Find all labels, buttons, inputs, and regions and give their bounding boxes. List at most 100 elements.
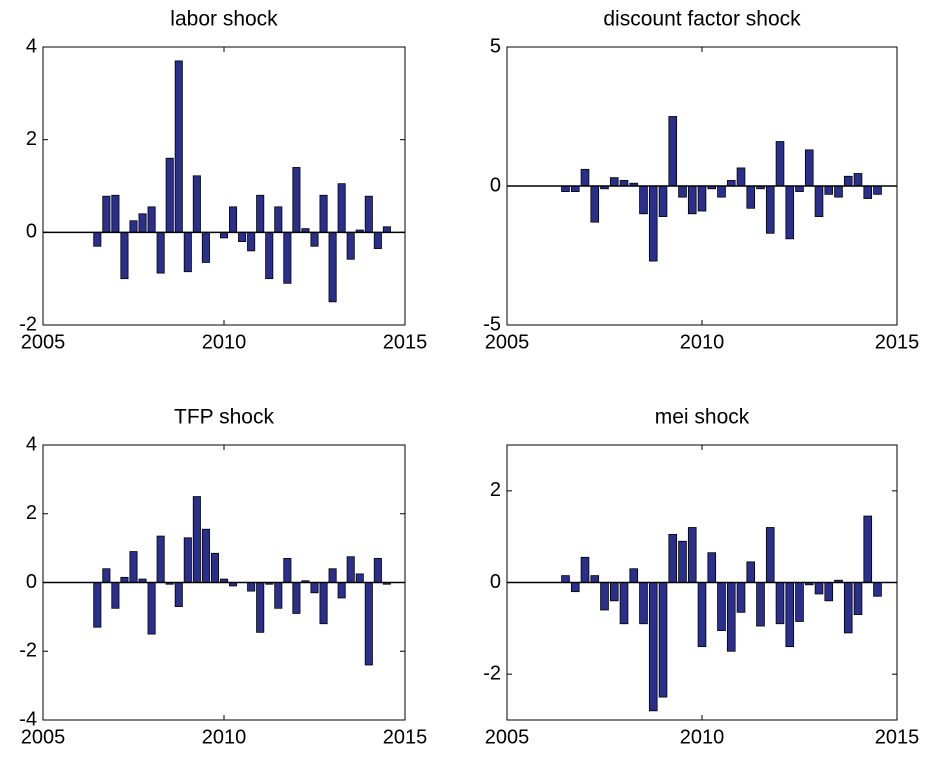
bar xyxy=(668,116,678,187)
bar xyxy=(337,183,346,233)
bar xyxy=(174,582,183,607)
bar xyxy=(853,582,863,615)
x-tick-label: 2015 xyxy=(383,726,428,748)
bar xyxy=(129,220,138,233)
bar xyxy=(283,558,292,583)
bar xyxy=(174,60,183,233)
bar xyxy=(873,582,882,597)
bar xyxy=(609,582,619,602)
bar xyxy=(853,173,863,187)
axes-frame xyxy=(42,46,406,326)
bar xyxy=(229,206,238,233)
bar xyxy=(580,168,590,187)
bar xyxy=(619,180,629,187)
bar xyxy=(382,226,391,233)
bar xyxy=(328,568,337,583)
bar xyxy=(736,582,746,613)
bar xyxy=(328,231,337,303)
plot-area xyxy=(43,47,405,325)
bar xyxy=(717,185,726,198)
y-tick-label: 4 xyxy=(26,35,37,57)
bar xyxy=(736,167,746,187)
x-tick-label: 2010 xyxy=(680,726,725,748)
bar xyxy=(319,194,328,233)
x-tick-label: 2010 xyxy=(680,331,725,353)
bar xyxy=(717,582,726,632)
axes-frame xyxy=(506,46,898,326)
bar xyxy=(863,515,873,583)
bar xyxy=(795,185,804,192)
y-tick-label: 5 xyxy=(490,35,501,57)
bar xyxy=(804,149,814,187)
axes-frame xyxy=(506,444,898,721)
bar xyxy=(192,496,201,583)
bar xyxy=(274,206,283,233)
y-tick-label: 0 xyxy=(26,571,37,593)
bar xyxy=(629,568,639,583)
x-tick-label: 2005 xyxy=(21,726,66,748)
bar xyxy=(785,582,795,648)
bar xyxy=(120,231,129,280)
y-tick-label: 0 xyxy=(26,221,37,243)
bar xyxy=(746,185,756,209)
bar xyxy=(648,185,658,262)
bar xyxy=(292,167,301,233)
bar xyxy=(120,576,129,583)
bar xyxy=(373,231,382,249)
y-tick-label: 2 xyxy=(26,502,37,524)
y-tick-label: -2 xyxy=(483,662,501,684)
bar xyxy=(590,185,600,223)
bar xyxy=(570,582,580,593)
bar xyxy=(765,527,775,583)
bar xyxy=(310,582,319,594)
bar xyxy=(814,185,824,217)
bar xyxy=(580,556,590,583)
bar xyxy=(102,568,111,583)
bar xyxy=(102,195,111,233)
bar xyxy=(843,175,853,187)
bar xyxy=(561,185,570,192)
bar xyxy=(863,185,873,199)
bar xyxy=(364,582,373,666)
bar xyxy=(283,231,292,284)
x-tick-label: 2010 xyxy=(202,331,247,353)
bar xyxy=(600,582,609,611)
bar xyxy=(726,582,736,652)
bar xyxy=(697,185,707,212)
bar xyxy=(156,231,165,274)
bar xyxy=(658,582,668,698)
bar xyxy=(814,582,824,595)
bar xyxy=(648,582,658,712)
bar xyxy=(658,185,668,217)
bar xyxy=(834,185,843,198)
bar xyxy=(256,194,265,233)
bar xyxy=(619,582,629,625)
y-tick-label: -2 xyxy=(19,640,37,662)
bar xyxy=(183,537,192,583)
bar xyxy=(346,556,355,583)
x-tick-label: 2005 xyxy=(21,331,66,353)
bar xyxy=(210,552,219,583)
x-tick-label: 2005 xyxy=(485,331,530,353)
bar xyxy=(697,582,707,648)
bar xyxy=(726,180,736,187)
bar xyxy=(873,185,882,195)
bar xyxy=(355,573,364,583)
bar xyxy=(111,582,120,609)
chart-title: TFP shock xyxy=(174,406,274,429)
y-tick-label: -2 xyxy=(19,313,37,335)
y-tick-label: 4 xyxy=(26,433,37,455)
bar xyxy=(310,231,319,247)
bar xyxy=(265,231,274,280)
bar xyxy=(346,231,355,260)
y-tick-label: 0 xyxy=(490,571,501,593)
bar xyxy=(756,582,765,627)
chart-title: labor shock xyxy=(170,8,278,31)
chart-title: mei shock xyxy=(655,406,750,429)
bar xyxy=(785,185,795,240)
bar xyxy=(843,582,853,634)
bar xyxy=(570,185,580,192)
bar xyxy=(639,582,648,625)
bar xyxy=(765,185,775,234)
